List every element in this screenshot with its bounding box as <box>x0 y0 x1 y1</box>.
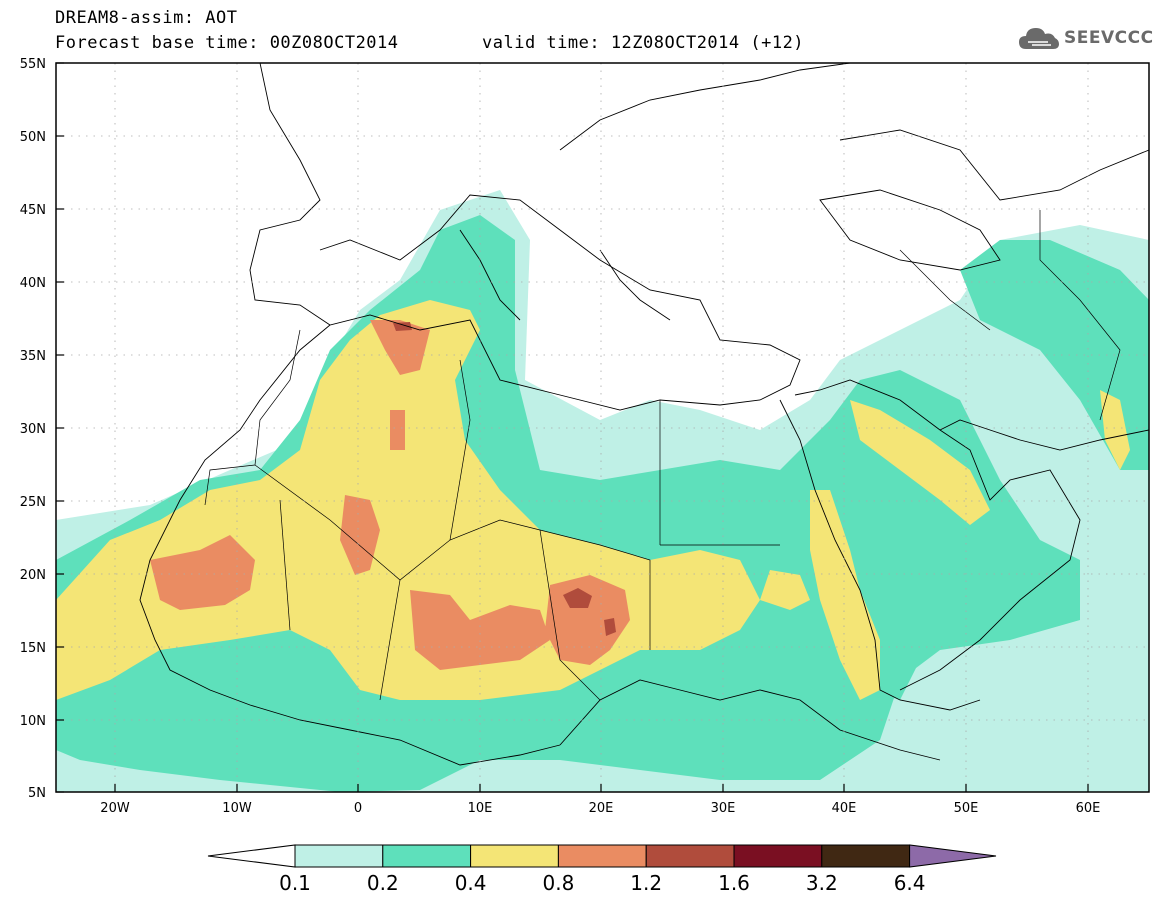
colorbar-label: 0.2 <box>367 871 399 895</box>
lat-label: 15N <box>20 641 46 656</box>
lon-label: 0 <box>354 801 362 816</box>
lat-label: 35N <box>20 349 46 364</box>
country-borders <box>204 210 1121 701</box>
lat-label: 50N <box>20 130 46 145</box>
colorbar-label: 1.6 <box>718 871 750 895</box>
lat-label: 40N <box>20 276 46 291</box>
lat-label: 25N <box>20 495 46 510</box>
graticule <box>56 63 1149 792</box>
coastlines <box>139 63 1149 766</box>
colorbar-label: 6.4 <box>894 871 926 895</box>
lon-label: 10W <box>222 801 252 816</box>
aot-band-0.8 <box>150 320 630 670</box>
lat-label: 45N <box>20 203 46 218</box>
colorbar-label: 0.4 <box>455 871 487 895</box>
seevccc-logo: SEEVCCC <box>1018 22 1154 54</box>
aot-shading <box>56 63 1149 792</box>
colorbar-segment <box>645 844 735 868</box>
lon-label: 10E <box>468 801 493 816</box>
colorbar-segment <box>733 844 823 868</box>
colorbar-over-triangle <box>909 844 997 868</box>
colorbar-segment <box>382 844 472 868</box>
lon-label: 20W <box>100 801 130 816</box>
valid-time: valid time: 12Z08OCT2014 (+12) <box>482 33 805 53</box>
lat-label: 10N <box>20 714 46 729</box>
colorbar-label: 0.1 <box>279 871 311 895</box>
lat-label: 55N <box>20 57 46 72</box>
lon-label: 40E <box>832 801 857 816</box>
forecast-base-time: Forecast base time: 00Z08OCT2014 <box>55 33 399 53</box>
cloud-icon <box>1019 28 1059 49</box>
colorbar-segment <box>470 844 559 868</box>
lat-label: 20N <box>20 568 46 583</box>
longitude-labels: 20W 10W 0 10E 20E 30E 40E 50E 60E <box>100 801 1100 816</box>
lon-label: 60E <box>1076 801 1101 816</box>
colorbar-label: 3.2 <box>806 871 838 895</box>
latitude-labels: 55N 50N 45N 40N 35N 30N 25N 20N 15N 10N … <box>20 57 46 801</box>
lon-label: 50E <box>954 801 979 816</box>
aot-band-1.2 <box>393 322 616 636</box>
lat-label: 5N <box>28 786 46 801</box>
colorbar-label: 0.8 <box>542 871 574 895</box>
lon-label: 20E <box>589 801 614 816</box>
lon-label: 30E <box>711 801 736 816</box>
colorbar-under-triangle <box>207 844 296 868</box>
logo-text: SEEVCCC <box>1064 28 1154 48</box>
colorbar-segment <box>821 844 911 868</box>
colorbar-segment <box>294 844 384 868</box>
colorbar: 0.1 0.2 0.4 0.8 1.2 1.6 3.2 6.4 <box>207 844 997 895</box>
lat-label: 30N <box>20 422 46 437</box>
colorbar-label: 1.2 <box>630 871 662 895</box>
map-title: DREAM8-assim: AOT <box>55 8 238 28</box>
axis-ticks <box>56 62 1089 793</box>
colorbar-segment <box>557 844 647 868</box>
